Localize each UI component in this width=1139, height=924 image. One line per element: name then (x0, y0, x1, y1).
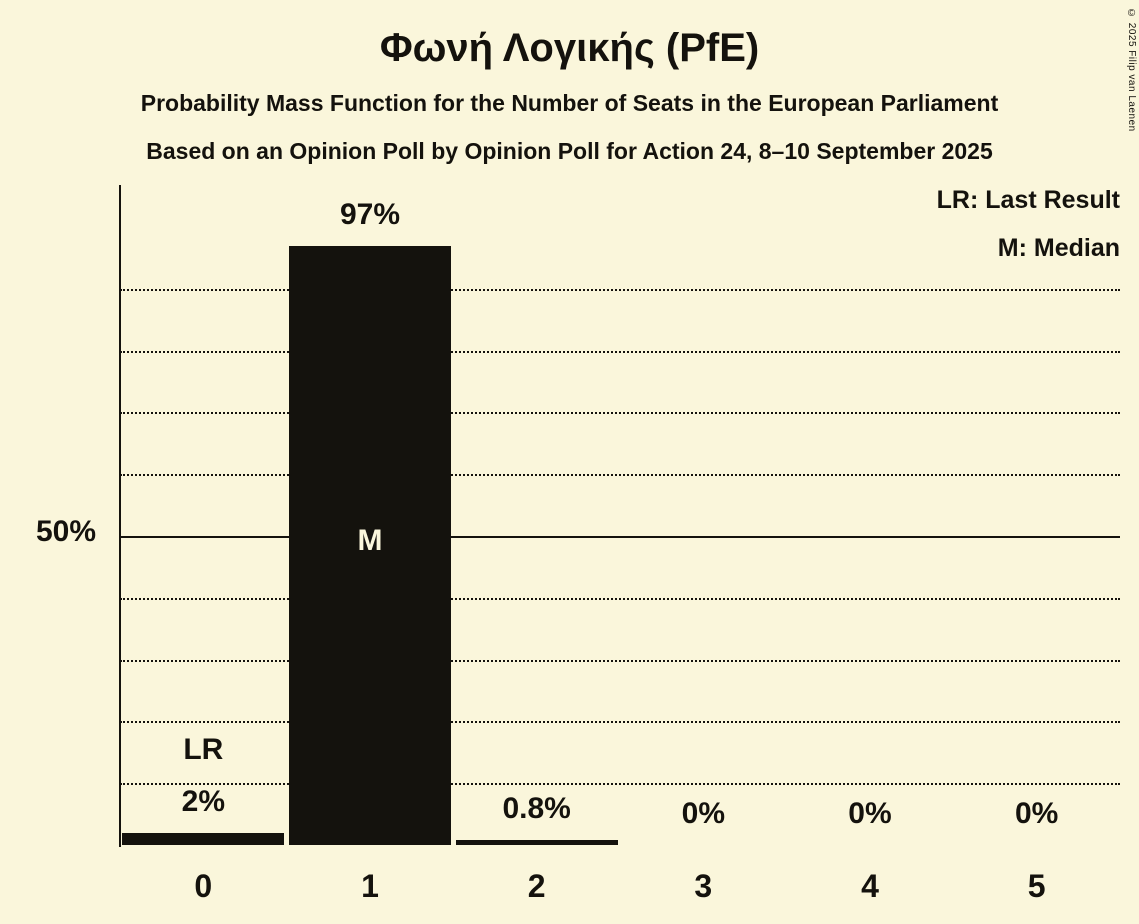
last-result-annotation: LR (183, 732, 224, 766)
gridline-dotted (120, 412, 1120, 415)
bar (455, 840, 618, 845)
bar (289, 245, 451, 845)
chart-title: Φωνή Λογικής (PfE) (379, 26, 760, 70)
legend-entry-median: M: Median (997, 234, 1120, 262)
bar-value-label: 97% (339, 197, 400, 231)
legend-entry-last-result: LR: Last Result (936, 186, 1120, 214)
gridline-dotted (120, 350, 1120, 353)
gridline-dotted (120, 721, 1120, 724)
x-axis-tick-label: 3 (694, 868, 713, 904)
y-axis-line (119, 185, 121, 847)
x-axis-tick-label: 0 (194, 868, 213, 904)
bar (122, 832, 285, 845)
x-axis-tick-label: 5 (1027, 868, 1046, 904)
x-axis-tick-label: 1 (361, 868, 379, 904)
bar-value-label: 0% (848, 797, 892, 830)
median-annotation: M (357, 524, 383, 558)
chart-subtitle-1: Probability Mass Function for the Number… (140, 90, 999, 116)
gridline-dotted (120, 659, 1120, 662)
gridline-solid-50 (120, 536, 1120, 538)
y-axis-tick-label: 50% (35, 515, 97, 548)
bar-value-label: 0% (681, 797, 725, 830)
copyright-text: © 2025 Filip van Laenen (1126, 8, 1137, 132)
gridline-dotted (120, 474, 1120, 477)
gridline-dotted (120, 288, 1120, 291)
gridline-dotted (120, 783, 1120, 786)
bar-value-label: 0.8% (502, 792, 571, 826)
x-axis-tick-label: 2 (527, 868, 546, 904)
chart-subtitle-2: Based on an Opinion Poll by Opinion Poll… (146, 138, 993, 164)
gridline-dotted (120, 597, 1120, 600)
bar-value-label: 2% (181, 784, 225, 818)
bar-value-label: 0% (1014, 797, 1059, 830)
x-axis-tick-label: 4 (861, 868, 879, 904)
